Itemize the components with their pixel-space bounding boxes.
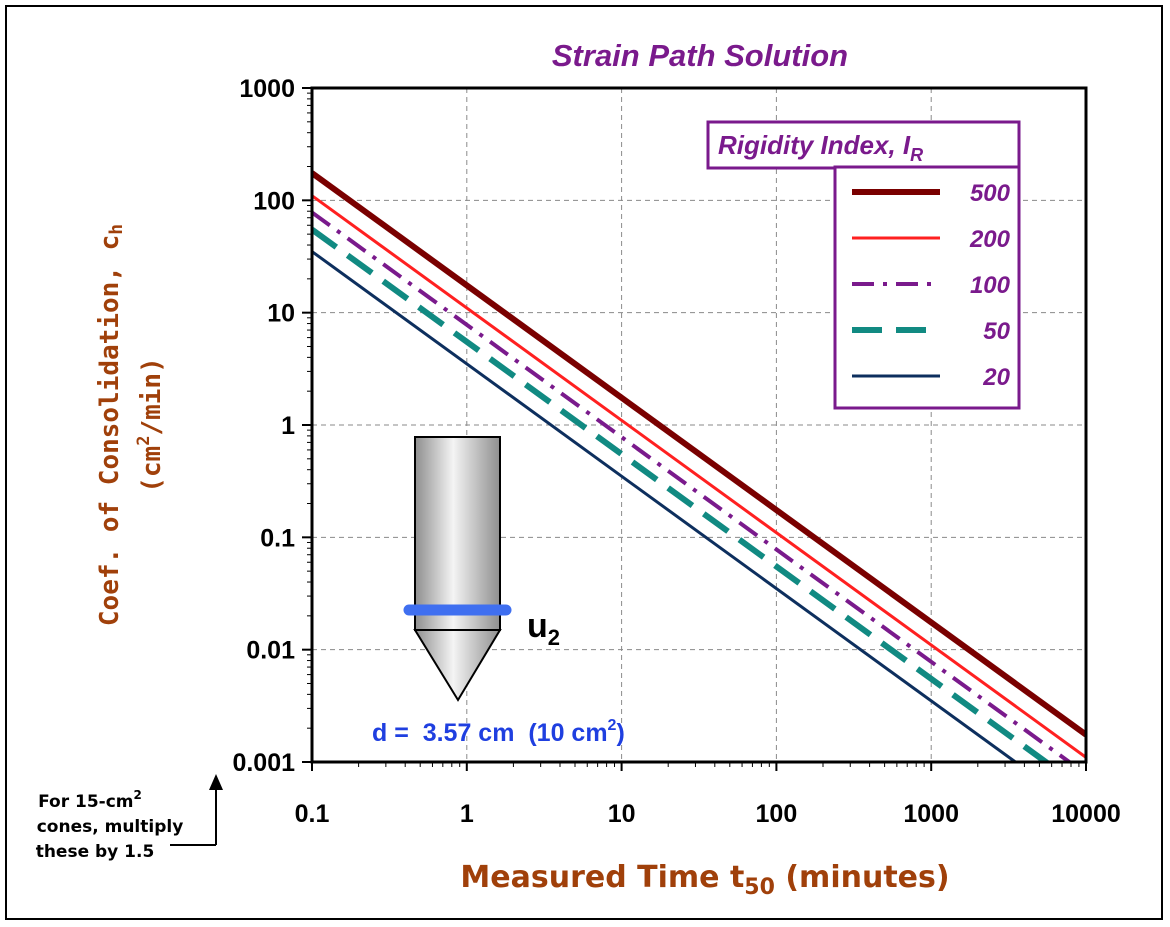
x-tick-label: 1000 bbox=[903, 800, 959, 828]
series-line-200 bbox=[312, 194, 1086, 759]
series-line-50 bbox=[312, 227, 1051, 762]
cone-diameter-text: d = 3.57 cm (10 cm bbox=[372, 719, 608, 747]
note-line-3: these by 1.5 bbox=[36, 842, 155, 862]
probe-label-main: u bbox=[527, 607, 548, 645]
y-axis-label: Coef. of Consolidation, ch (cm2/min) bbox=[95, 224, 167, 626]
note-arrow-head bbox=[209, 774, 223, 790]
x-tick-label: 10000 bbox=[1051, 800, 1121, 828]
y-tick-label: 0.1 bbox=[260, 524, 295, 552]
probe-cone-tip bbox=[413, 629, 502, 702]
x-tick-label: 10 bbox=[608, 800, 636, 828]
cone-diameter-annotation: d = 3.57 cm (10 cm2) bbox=[372, 717, 625, 747]
x-axis-label-subscript: 50 bbox=[744, 875, 775, 900]
legend-label-200: 200 bbox=[969, 226, 1011, 253]
y-tick-label: 0.001 bbox=[232, 749, 295, 777]
y-axis-label-line2-pre: (cm bbox=[137, 446, 167, 493]
note-line-1-superscript: 2 bbox=[134, 788, 142, 802]
chart-title: Strain Path Solution bbox=[552, 38, 848, 73]
y-axis-label-line2-superscript: 2 bbox=[134, 436, 154, 446]
legend-entries: 500 200 100 50 20 bbox=[852, 180, 1011, 391]
x-axis-label: Measured Time t50 (minutes) bbox=[460, 860, 949, 900]
note-line-1: For 15-cm2 bbox=[38, 788, 142, 812]
y-tick-label: 1 bbox=[281, 412, 295, 440]
legend-title: Rigidity Index, IR bbox=[718, 130, 923, 165]
x-tick-label: 1 bbox=[460, 800, 474, 828]
series-line-100 bbox=[312, 210, 1073, 762]
note-line-1-text: For 15-cm bbox=[38, 792, 133, 812]
x-axis-label-main: Measured Time t bbox=[460, 860, 744, 895]
y-tick-label: 0.01 bbox=[246, 637, 295, 665]
y-axis-label-line2: (cm2/min) bbox=[134, 357, 167, 493]
y-axis-label-line1-subscript: h bbox=[106, 224, 127, 235]
probe-label-subscript: 2 bbox=[548, 625, 560, 650]
legend-label-20: 20 bbox=[982, 364, 1010, 391]
x-tick-labels: 0.1 1 10 100 1000 10000 bbox=[295, 800, 1121, 828]
legend-label-50: 50 bbox=[983, 318, 1010, 345]
legend-box bbox=[833, 165, 1021, 410]
legend-title-box bbox=[706, 120, 1021, 170]
y-tick-label: 1000 bbox=[239, 75, 295, 103]
legend-label-500: 500 bbox=[970, 180, 1011, 207]
note-line-2: cones, multiply bbox=[37, 817, 184, 837]
legend-label-100: 100 bbox=[970, 272, 1011, 299]
y-axis-label-line2-post: /min) bbox=[137, 357, 167, 435]
probe-label: u2 bbox=[527, 607, 560, 650]
cone-diameter-superscript: 2 bbox=[608, 717, 617, 734]
cone-probe-illustration bbox=[403, 436, 512, 702]
y-axis-label-line1-main: Coef. of Consolidation, c bbox=[95, 235, 125, 626]
series-layer bbox=[312, 170, 1086, 762]
series-line-20 bbox=[312, 250, 1018, 762]
y-axis-label-line1: Coef. of Consolidation, ch bbox=[95, 224, 127, 626]
x-tick-label: 0.1 bbox=[295, 800, 330, 828]
cone-diameter-close: ) bbox=[616, 719, 624, 747]
legend-title-subscript: R bbox=[910, 145, 923, 165]
legend-title-main: Rigidity Index, I bbox=[718, 130, 911, 160]
x-tick-label: 100 bbox=[756, 800, 798, 828]
y-tick-label: 100 bbox=[253, 187, 295, 215]
x-axis-label-tail: (minutes) bbox=[775, 860, 950, 895]
y-tick-labels: 1000 100 10 1 0.1 0.01 0.001 bbox=[232, 75, 295, 777]
probe-shaft bbox=[414, 436, 501, 631]
y-tick-label: 10 bbox=[267, 300, 295, 328]
tick-marks bbox=[302, 87, 1087, 771]
series-line-500 bbox=[312, 170, 1086, 738]
